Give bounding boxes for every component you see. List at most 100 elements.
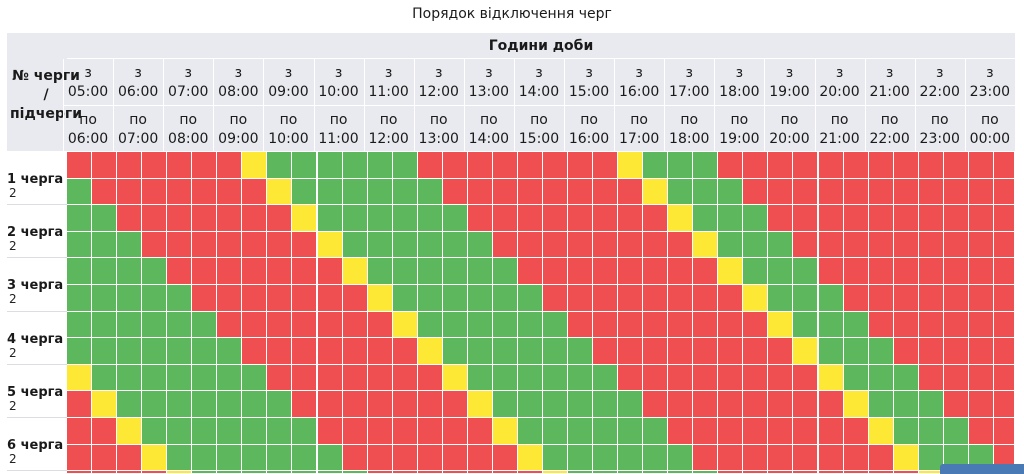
hour-to-label: по xyxy=(229,112,248,128)
schedule-cell xyxy=(568,178,594,206)
schedule-cell xyxy=(618,231,644,259)
schedule-cell xyxy=(467,285,493,312)
schedule-cell xyxy=(142,205,168,232)
schedule-cell xyxy=(242,205,268,232)
schedule-cell xyxy=(542,338,568,365)
schedule-cell xyxy=(242,258,268,285)
schedule-cell xyxy=(993,338,1015,365)
hour-to-time: 19:00 xyxy=(719,131,760,147)
schedule-cell xyxy=(818,285,844,312)
schedule-cell xyxy=(893,364,919,392)
schedule-cell xyxy=(117,444,143,472)
schedule-cell xyxy=(843,285,869,312)
schedule-cell xyxy=(918,418,944,445)
schedule-cell xyxy=(417,391,443,418)
schedule-cell xyxy=(668,285,694,312)
schedule-cell xyxy=(993,178,1015,206)
schedule-cell xyxy=(768,285,794,312)
schedule-cell xyxy=(367,418,393,445)
schedule-cell xyxy=(768,231,794,259)
schedule-cell xyxy=(267,258,293,285)
schedule-cell xyxy=(693,311,719,339)
schedule-cell xyxy=(517,444,543,472)
schedule-cell xyxy=(342,178,368,206)
schedule-cell xyxy=(718,258,744,285)
schedule-cell xyxy=(643,178,669,206)
schedule-cell xyxy=(442,205,468,232)
schedule-cell xyxy=(342,391,368,418)
schedule-cell xyxy=(492,231,518,259)
schedule-cell xyxy=(167,178,193,206)
schedule-cell xyxy=(868,178,894,206)
schedule-cell xyxy=(217,258,243,285)
schedule-cell xyxy=(142,178,168,206)
schedule-cell xyxy=(167,231,193,259)
hour-to-label: по xyxy=(129,112,147,128)
hour-from-label: з xyxy=(535,65,543,81)
schedule-cell xyxy=(367,258,393,285)
schedule-cell xyxy=(467,391,493,418)
schedule-cell xyxy=(542,444,568,472)
schedule-cell xyxy=(818,418,844,445)
schedule-cell xyxy=(743,285,769,312)
schedule-cell xyxy=(743,231,769,259)
schedule-cell xyxy=(793,311,819,339)
schedule-cell xyxy=(217,285,243,312)
hour-from-label: з xyxy=(384,65,393,81)
schedule-cell xyxy=(417,205,443,232)
schedule-cell xyxy=(467,311,493,339)
schedule-cell xyxy=(643,338,669,365)
schedule-cell xyxy=(568,231,594,259)
schedule-cell xyxy=(467,364,493,392)
hour-to-label: по xyxy=(930,112,949,128)
schedule-cell xyxy=(693,258,719,285)
hour-to-time: 06:00 xyxy=(67,131,109,147)
schedule-cell xyxy=(442,285,468,312)
queue-column-header-line2: / xyxy=(43,87,49,103)
queue-row-separator xyxy=(7,310,67,312)
schedule-cell xyxy=(542,258,568,285)
schedule-cell xyxy=(67,178,93,206)
hour-from-label: з xyxy=(435,65,443,81)
schedule-cell xyxy=(167,311,193,339)
hour-from-time: 12:00 xyxy=(418,84,459,100)
schedule-cell xyxy=(968,178,994,206)
scroll-handle[interactable] xyxy=(940,464,1024,474)
schedule-cell xyxy=(342,258,368,285)
hour-to-label: по xyxy=(880,112,899,128)
schedule-cell xyxy=(142,364,168,392)
hour-to-time: 22:00 xyxy=(869,131,910,147)
schedule-cell xyxy=(517,205,543,232)
schedule-cell xyxy=(492,285,518,312)
schedule-cell xyxy=(217,152,243,179)
hour-from-time: 23:00 xyxy=(969,84,1011,100)
schedule-cell xyxy=(993,418,1015,445)
schedule-cell xyxy=(367,311,393,339)
schedule-cell xyxy=(92,231,118,259)
schedule-cell xyxy=(843,311,869,339)
schedule-cell xyxy=(943,231,969,259)
hour-from-label: з xyxy=(835,65,844,81)
schedule-cell xyxy=(643,205,669,232)
schedule-cell xyxy=(993,152,1015,179)
schedule-cell xyxy=(242,418,268,445)
schedule-cell xyxy=(442,258,468,285)
hour-from-label: з xyxy=(585,65,593,81)
schedule-cell xyxy=(467,338,493,365)
schedule-cell xyxy=(417,231,443,259)
schedule-cell xyxy=(568,418,594,445)
subqueue-label: 2 xyxy=(9,452,17,466)
schedule-cell xyxy=(267,178,293,206)
schedule-cell xyxy=(467,418,493,445)
schedule-cell xyxy=(743,178,769,206)
schedule-cell xyxy=(643,391,669,418)
queue-label: 2 черга xyxy=(7,225,64,241)
hour-to-time: 20:00 xyxy=(769,131,810,147)
schedule-cell xyxy=(317,338,343,365)
schedule-cell xyxy=(217,178,243,206)
schedule-cell xyxy=(292,391,318,418)
schedule-cell xyxy=(793,364,819,392)
schedule-cell xyxy=(793,231,819,259)
schedule-cell xyxy=(392,205,418,232)
